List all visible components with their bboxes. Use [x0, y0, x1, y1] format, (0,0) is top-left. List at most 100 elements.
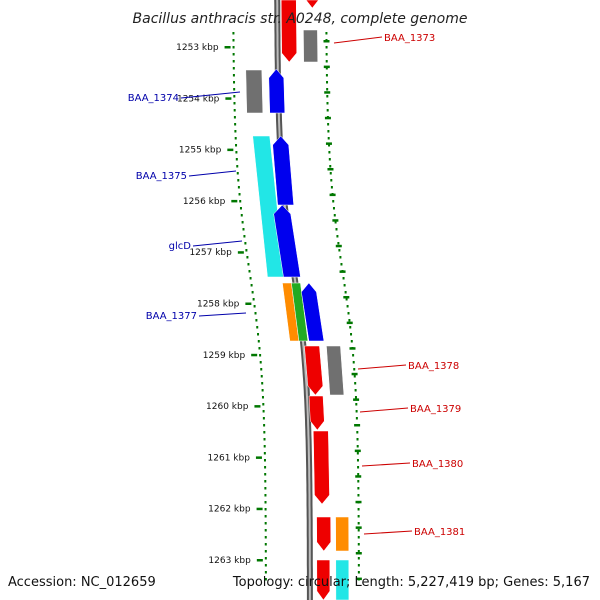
gene-block	[316, 516, 332, 552]
guide-dot	[264, 515, 267, 518]
guide-dot	[334, 221, 337, 224]
tick-mark	[231, 199, 238, 203]
guide-dot	[264, 480, 267, 483]
minor-tick	[332, 219, 339, 222]
tick-label: 1262 kbp	[208, 505, 251, 515]
label-leader	[198, 312, 247, 317]
guide-dot	[353, 368, 356, 371]
tick-mark	[251, 353, 258, 357]
guide-dot	[357, 494, 360, 497]
guide-dot	[327, 137, 330, 140]
guide-dot	[357, 557, 360, 560]
guide-dot	[356, 452, 359, 455]
minor-tick	[327, 168, 334, 171]
label-leader	[333, 36, 383, 44]
tick-label: 1263 kbp	[208, 556, 251, 566]
minor-tick	[323, 65, 330, 69]
tick-mark	[256, 507, 263, 511]
gene-label: BAA_1381	[414, 527, 465, 538]
tick-mark	[254, 405, 261, 408]
gene-block	[301, 282, 325, 342]
guide-dot	[239, 200, 242, 203]
guide-dot	[355, 410, 358, 413]
guide-dot	[264, 536, 267, 539]
minor-tick	[354, 424, 361, 427]
guide-dot	[357, 571, 360, 574]
gene-block	[335, 516, 350, 552]
guide-dot	[241, 221, 244, 224]
guide-dot	[240, 214, 243, 217]
guide-dot	[326, 88, 329, 91]
guide-dot	[356, 431, 359, 434]
guide-dot	[356, 445, 359, 448]
tick-mark	[225, 97, 232, 100]
guide-dot	[232, 46, 235, 49]
guide-dot	[328, 151, 331, 154]
guide-dot	[332, 207, 335, 210]
guide-dot	[355, 403, 358, 406]
guide-dot	[264, 466, 267, 469]
guide-dot	[264, 557, 267, 560]
guide-dot	[232, 60, 235, 63]
gene-block	[304, 0, 320, 9]
guide-dot	[247, 263, 250, 266]
guide-dot	[264, 473, 267, 476]
guide-dot	[264, 543, 267, 546]
tick-label: 1257 kbp	[189, 248, 232, 258]
guide-dot	[237, 179, 240, 182]
minor-tick	[355, 526, 362, 529]
guide-dot	[237, 186, 240, 189]
label-leader	[180, 91, 241, 99]
gene-block	[326, 345, 345, 396]
guide-dot	[235, 151, 238, 154]
guide-dot	[357, 529, 360, 532]
guide-dot	[357, 480, 360, 483]
gene-block	[272, 135, 294, 206]
guide-dot	[346, 305, 349, 308]
gene-block	[335, 559, 350, 600]
guide-dot	[343, 284, 346, 287]
guide-dot	[250, 284, 253, 287]
guide-dot	[352, 361, 355, 364]
guide-dot	[262, 410, 265, 413]
gene-block	[316, 559, 331, 600]
guide-dot	[339, 256, 342, 259]
guide-dot	[232, 74, 235, 77]
gene-block	[273, 204, 301, 278]
guide-dot	[244, 242, 247, 245]
guide-dot	[262, 417, 265, 420]
guide-dot	[264, 571, 267, 574]
label-leader	[357, 364, 407, 370]
guide-dot	[251, 291, 254, 294]
guide-dot	[264, 529, 267, 532]
guide-dot	[335, 228, 338, 231]
guide-dot	[236, 165, 239, 168]
guide-dot	[340, 263, 343, 266]
guide-dot	[257, 340, 260, 343]
minor-tick	[354, 449, 361, 453]
guide-dot	[357, 543, 360, 546]
tick-mark	[227, 148, 234, 152]
guide-dot	[232, 67, 235, 70]
gene-label: BAA_1379	[410, 404, 461, 415]
guide-dot	[235, 158, 238, 161]
guide-dot	[326, 95, 329, 98]
guide-dot	[338, 249, 341, 252]
tick-mark	[245, 302, 252, 305]
tick-label: 1253 kbp	[176, 43, 219, 53]
guide-dot	[263, 431, 266, 434]
tick-label: 1258 kbp	[197, 300, 240, 310]
guide-dot	[234, 130, 237, 133]
guide-dot	[256, 326, 259, 329]
tick-label: 1255 kbp	[179, 146, 222, 156]
guide-dot	[357, 536, 360, 539]
tick-mark	[255, 456, 262, 459]
guide-dot	[252, 298, 255, 301]
guide-dot	[264, 564, 267, 567]
guide-dot	[328, 144, 331, 147]
label-leader	[363, 530, 413, 535]
guide-dot	[254, 312, 257, 315]
guide-dot	[253, 305, 256, 308]
guide-dot	[263, 445, 266, 448]
guide-dot	[261, 396, 264, 399]
